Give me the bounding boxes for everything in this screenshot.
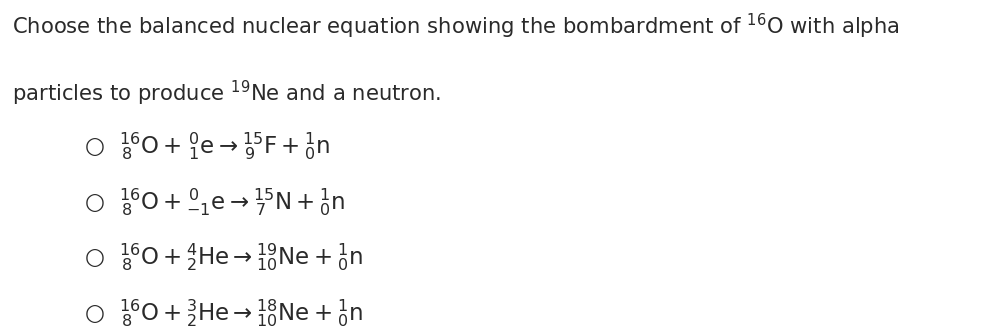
Text: $\bigcirc\ \ ^{16}_{\,8}\mathrm{O} + ^{4}_{2}\mathrm{He} \rightarrow ^{19}_{10}\: $\bigcirc\ \ ^{16}_{\,8}\mathrm{O} + ^{4…: [84, 242, 363, 273]
Text: $\bigcirc\ \ ^{16}_{\,8}\mathrm{O} + ^{\,0}_{\,1}\mathrm{e} \rightarrow ^{15}_{\: $\bigcirc\ \ ^{16}_{\,8}\mathrm{O} + ^{\…: [84, 130, 331, 162]
Text: particles to produce $^{19}$Ne and a neutron.: particles to produce $^{19}$Ne and a neu…: [12, 79, 441, 108]
Text: $\bigcirc\ \ ^{16}_{\,8}\mathrm{O} + ^{\,0}_{-1}\mathrm{e} \rightarrow ^{15}_{\,: $\bigcirc\ \ ^{16}_{\,8}\mathrm{O} + ^{\…: [84, 186, 345, 217]
Text: Choose the balanced nuclear equation showing the bombardment of $^{16}$O with al: Choose the balanced nuclear equation sho…: [12, 11, 900, 41]
Text: $\bigcirc\ \ ^{16}_{\,8}\mathrm{O} + ^{3}_{2}\mathrm{He} \rightarrow ^{18}_{10}\: $\bigcirc\ \ ^{16}_{\,8}\mathrm{O} + ^{3…: [84, 297, 363, 328]
